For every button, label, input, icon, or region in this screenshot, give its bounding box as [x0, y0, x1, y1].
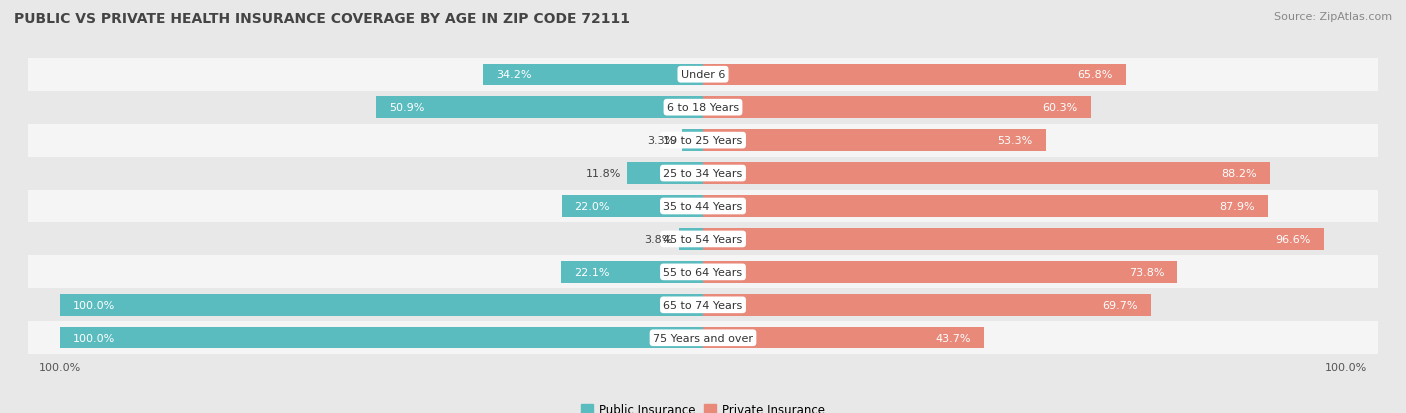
Text: 22.1%: 22.1%	[574, 267, 609, 277]
Text: 88.2%: 88.2%	[1222, 169, 1257, 179]
Text: 53.3%: 53.3%	[997, 136, 1033, 146]
Text: 45 to 54 Years: 45 to 54 Years	[664, 234, 742, 244]
Text: 55 to 64 Years: 55 to 64 Years	[664, 267, 742, 277]
Legend: Public Insurance, Private Insurance: Public Insurance, Private Insurance	[576, 398, 830, 413]
Text: Under 6: Under 6	[681, 70, 725, 80]
Bar	[28, 157, 1378, 190]
Text: 35 to 44 Years: 35 to 44 Years	[664, 202, 742, 211]
Text: Source: ZipAtlas.com: Source: ZipAtlas.com	[1274, 12, 1392, 22]
Bar	[28, 59, 1378, 92]
Bar	[28, 289, 1378, 321]
Text: 69.7%: 69.7%	[1102, 300, 1137, 310]
Text: 25 to 34 Years: 25 to 34 Years	[664, 169, 742, 179]
Bar	[28, 256, 1378, 289]
Bar	[28, 124, 1378, 157]
Bar	[703, 261, 1177, 283]
Text: 43.7%: 43.7%	[935, 333, 972, 343]
Bar	[703, 229, 1324, 250]
Text: PUBLIC VS PRIVATE HEALTH INSURANCE COVERAGE BY AGE IN ZIP CODE 72111: PUBLIC VS PRIVATE HEALTH INSURANCE COVER…	[14, 12, 630, 26]
Text: 11.8%: 11.8%	[585, 169, 620, 179]
Text: 60.3%: 60.3%	[1042, 103, 1078, 113]
Bar	[703, 130, 1046, 152]
Bar	[703, 97, 1091, 119]
Bar	[703, 294, 1152, 316]
Bar	[60, 294, 703, 316]
Bar	[484, 64, 703, 86]
Bar	[28, 92, 1378, 124]
Text: 22.0%: 22.0%	[575, 202, 610, 211]
Bar	[703, 163, 1270, 184]
Bar	[679, 229, 703, 250]
Bar	[60, 327, 703, 349]
Text: 96.6%: 96.6%	[1275, 234, 1310, 244]
Bar	[28, 190, 1378, 223]
Text: 100.0%: 100.0%	[73, 333, 115, 343]
Text: 19 to 25 Years: 19 to 25 Years	[664, 136, 742, 146]
Bar	[703, 327, 984, 349]
Text: 3.8%: 3.8%	[644, 234, 672, 244]
Text: 73.8%: 73.8%	[1129, 267, 1164, 277]
Text: 6 to 18 Years: 6 to 18 Years	[666, 103, 740, 113]
Bar	[28, 321, 1378, 354]
Text: 34.2%: 34.2%	[496, 70, 531, 80]
Text: 87.9%: 87.9%	[1219, 202, 1256, 211]
Bar	[375, 97, 703, 119]
Text: 100.0%: 100.0%	[73, 300, 115, 310]
Text: 65.8%: 65.8%	[1077, 70, 1114, 80]
Text: 75 Years and over: 75 Years and over	[652, 333, 754, 343]
Bar	[703, 196, 1268, 217]
Text: 65 to 74 Years: 65 to 74 Years	[664, 300, 742, 310]
Bar	[682, 130, 703, 152]
Bar	[561, 261, 703, 283]
Bar	[561, 196, 703, 217]
Bar	[703, 64, 1126, 86]
Bar	[627, 163, 703, 184]
Bar	[28, 223, 1378, 256]
Text: 3.3%: 3.3%	[647, 136, 675, 146]
Text: 50.9%: 50.9%	[388, 103, 425, 113]
